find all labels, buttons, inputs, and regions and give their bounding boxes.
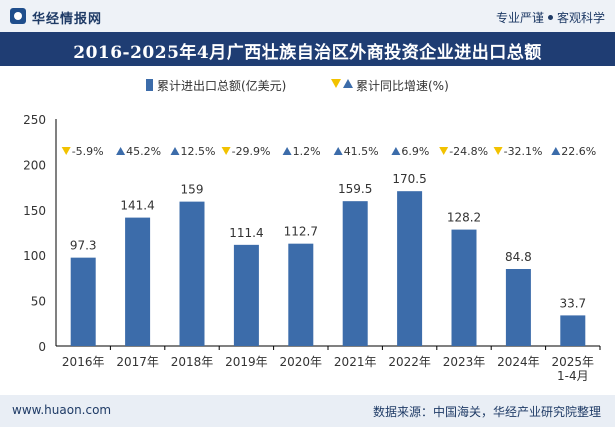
growth-rate-label: 41.5% bbox=[344, 145, 379, 158]
growth-down-marker bbox=[439, 147, 449, 155]
growth-up-marker bbox=[170, 147, 180, 155]
bar bbox=[125, 217, 151, 346]
bar-value-label: 111.4 bbox=[229, 226, 263, 240]
growth-rate-label: 6.9% bbox=[401, 145, 429, 158]
top-bar bbox=[0, 0, 615, 32]
bar bbox=[179, 201, 205, 346]
bar-value-label: 170.5 bbox=[392, 172, 426, 186]
y-tick-label: 200 bbox=[23, 158, 46, 172]
growth-rate-label: -24.8% bbox=[449, 145, 488, 158]
bar bbox=[288, 243, 314, 346]
bar-value-label: 33.7 bbox=[559, 296, 586, 310]
legend-bar-label: 累计进出口总额(亿美元) bbox=[157, 78, 286, 93]
x-tick-label: 2020年 bbox=[280, 355, 323, 369]
chart-title: 2016-2025年4月广西壮族自治区外商投资企业进出口总额 bbox=[73, 43, 542, 63]
x-tick-label: 2019年 bbox=[225, 355, 268, 369]
growth-up-marker bbox=[551, 147, 561, 155]
legend-down-triangle-icon bbox=[331, 79, 341, 88]
growth-rate-label: 12.5% bbox=[181, 145, 216, 158]
bar bbox=[451, 229, 477, 346]
y-tick-label: 50 bbox=[31, 295, 46, 309]
growth-down-marker bbox=[61, 147, 71, 155]
legend-bar-swatch bbox=[146, 79, 153, 91]
footer-bar bbox=[0, 395, 615, 427]
y-tick-label: 250 bbox=[23, 113, 46, 127]
bar bbox=[70, 257, 96, 346]
huaon-logo-icon bbox=[10, 8, 26, 24]
tagline-a: 专业严谨 bbox=[495, 11, 544, 25]
tagline-dot-icon bbox=[547, 15, 553, 20]
x-tick-label: 2021年 bbox=[334, 355, 377, 369]
y-tick-label: 150 bbox=[23, 204, 46, 218]
growth-up-marker bbox=[116, 147, 126, 155]
growth-rate-label: -32.1% bbox=[504, 145, 543, 158]
x-tick-label: 1-4月 bbox=[557, 369, 589, 383]
bar-value-label: 97.3 bbox=[70, 239, 97, 253]
footer-website: www.huaon.com bbox=[12, 403, 112, 417]
x-tick-label: 2016年 bbox=[62, 355, 105, 369]
y-tick-label: 0 bbox=[38, 340, 46, 354]
growth-down-marker bbox=[221, 147, 231, 155]
bar-value-label: 112.7 bbox=[284, 225, 318, 239]
growth-rate-label: -29.9% bbox=[232, 145, 271, 158]
growth-rate-label: 45.2% bbox=[126, 145, 161, 158]
growth-up-marker bbox=[333, 147, 343, 155]
legend-growth-label: 累计同比增速(%) bbox=[356, 79, 449, 93]
growth-up-marker bbox=[282, 147, 292, 155]
x-tick-label: 2022年 bbox=[388, 355, 431, 369]
y-tick-label: 100 bbox=[23, 249, 46, 263]
x-tick-label: 2017年 bbox=[116, 355, 159, 369]
bar-value-label: 159 bbox=[181, 183, 204, 197]
title-bar bbox=[0, 32, 615, 66]
brand-name: 华经情报网 bbox=[32, 12, 103, 27]
x-tick-label: 2018年 bbox=[171, 355, 214, 369]
growth-down-marker bbox=[493, 147, 503, 155]
legend-up-triangle-icon bbox=[343, 79, 353, 88]
growth-up-marker bbox=[391, 147, 401, 155]
growth-rate-label: 1.2% bbox=[293, 145, 321, 158]
bar-value-label: 159.5 bbox=[338, 182, 372, 196]
growth-rate-label: -5.9% bbox=[72, 145, 104, 158]
bar bbox=[560, 315, 586, 346]
growth-rate-label: 22.6% bbox=[561, 145, 596, 158]
bar-value-label: 128.2 bbox=[447, 211, 481, 225]
bar-value-label: 84.8 bbox=[505, 250, 532, 264]
bar bbox=[397, 191, 423, 346]
x-tick-label: 2025年 bbox=[552, 355, 595, 369]
x-tick-label: 2023年 bbox=[443, 355, 486, 369]
bar-value-label: 141.4 bbox=[120, 199, 154, 213]
tagline: 专业严谨 客观科学 bbox=[496, 9, 605, 26]
tagline-b: 客观科学 bbox=[556, 11, 605, 25]
bar bbox=[342, 201, 368, 346]
bar bbox=[505, 269, 531, 346]
footer-source: 数据来源：中国海关，华经产业研究院整理 bbox=[372, 405, 601, 419]
bar bbox=[233, 244, 259, 346]
x-tick-label: 2024年 bbox=[497, 355, 540, 369]
